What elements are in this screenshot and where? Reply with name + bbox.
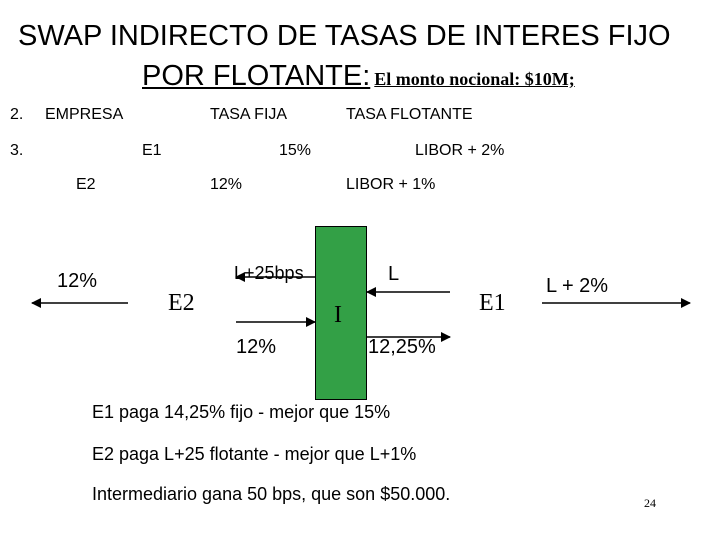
conclusion-2: E2 paga L+25 flotante - mejor que L+1%	[92, 444, 417, 464]
e2-floating-rate: LIBOR + 1%	[346, 176, 436, 193]
e2-label: E2	[76, 176, 96, 193]
e1-label: E1	[142, 142, 162, 159]
title-line-2: POR FLOTANTE: El monto nocional: $10M;	[142, 60, 575, 93]
header-tasa-flotante: TASA FLOTANTE	[346, 106, 473, 123]
e1-fixed-rate: 15%	[279, 142, 312, 159]
row-2-number: 2.	[10, 106, 24, 123]
diagram-intermediary: I	[334, 302, 342, 328]
conclusion-1: E1 paga 14,25% fijo - mejor que 15%	[92, 402, 391, 423]
title-line-2-text: POR FLOTANTE:	[142, 60, 371, 92]
l25bps-label: L+25bps	[234, 263, 304, 283]
e2-to-i-rate-label: 12%	[236, 336, 277, 358]
row-3-number: 3.	[10, 142, 24, 159]
conclusion-3: Intermediario gana 50 bps, que son $50.0…	[92, 484, 451, 504]
e1-floating-rate: LIBOR + 2%	[415, 142, 505, 159]
i-to-e1-rate-label: 12,25%	[368, 336, 436, 358]
title-line-1: SWAP INDIRECTO DE TASAS DE INTERES FIJO	[18, 20, 671, 52]
notional-note: El monto nocional: $10M;	[374, 69, 575, 89]
header-tasa-fija: TASA FIJA	[210, 106, 288, 123]
diagram-e1: E1	[479, 290, 506, 316]
diagram-e2: E2	[168, 290, 195, 316]
right-rate-label: L + 2%	[546, 275, 609, 297]
intermediary-box	[315, 226, 367, 400]
page-number: 24	[644, 496, 656, 510]
l-label: L	[388, 263, 400, 285]
e2-fixed-rate: 12%	[210, 176, 243, 193]
left-rate-label: 12%	[57, 270, 98, 292]
header-empresa: EMPRESA	[45, 106, 124, 123]
